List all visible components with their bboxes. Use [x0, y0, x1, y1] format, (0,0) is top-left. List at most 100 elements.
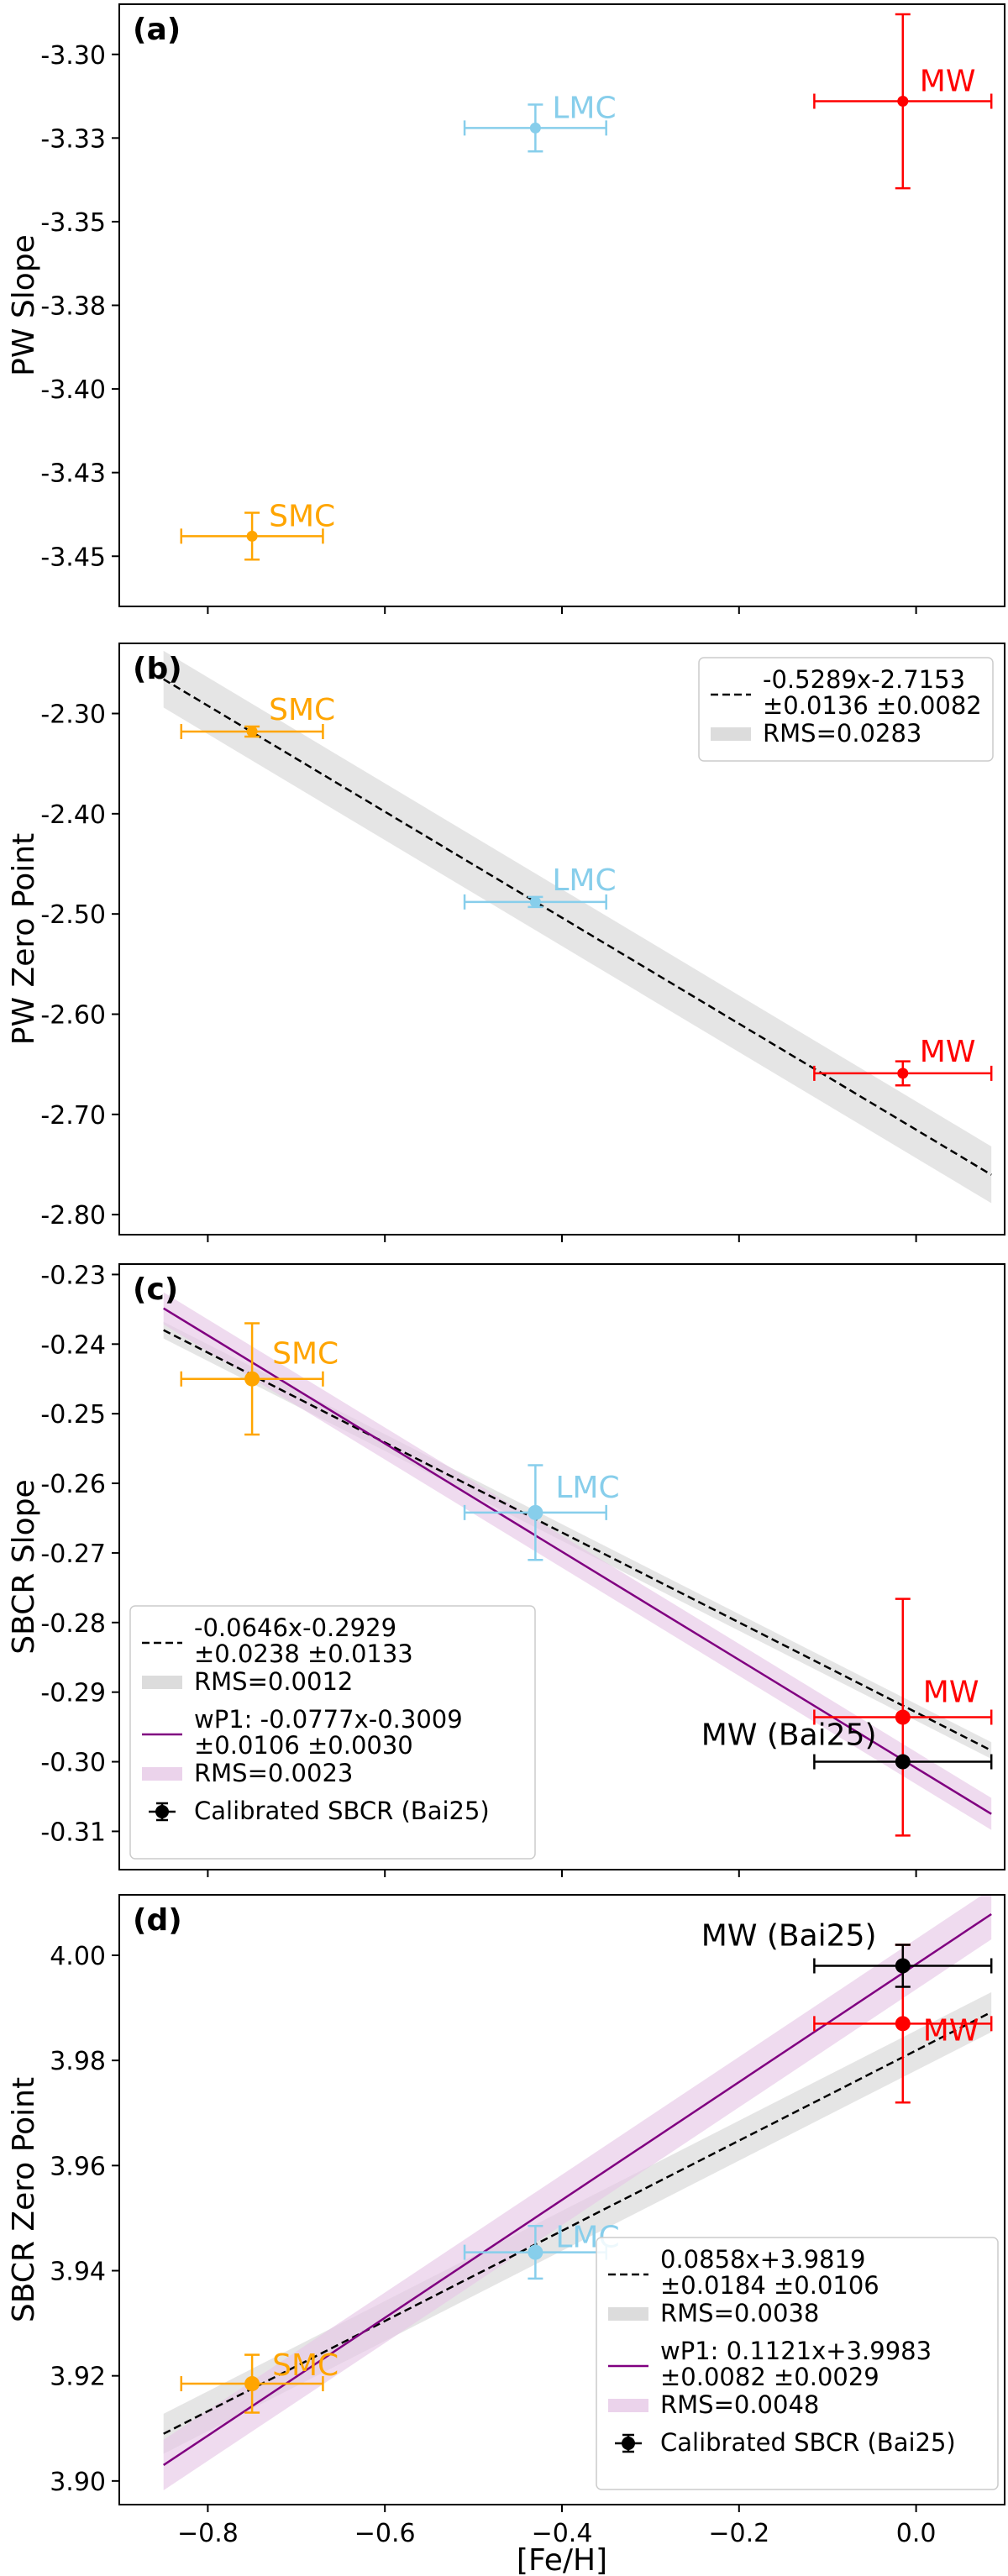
panel-b-label-lmc: LMC: [552, 863, 616, 898]
panel-d-xtick-label: 0.0: [896, 2519, 937, 2548]
panel-d-legend-fit-err: ±0.0082 ±0.0029: [660, 2363, 879, 2391]
panel-c-point-smc: [180, 1322, 324, 1436]
panel-c-legend-fit-text: wP1: -0.0777x-0.3009: [194, 1705, 463, 1734]
panel-a-plot-area: [180, 13, 993, 561]
panel-c-legend-rms-text: RMS=0.0012: [194, 1667, 353, 1696]
panel-a-point-smc: [180, 512, 324, 561]
panel-a-label-lmc: LMC: [552, 91, 616, 125]
panel-d-label-smc: SMC: [272, 2348, 339, 2383]
panel-a-point-lmc: [463, 103, 607, 153]
panel-d-ylabel: SBCR Zero Point: [7, 2077, 41, 2322]
panel-c-ytick-label: -0.25: [40, 1400, 106, 1430]
panel-d-rms-band-1: [163, 1895, 992, 2491]
panel-c-letter: (c): [133, 1272, 178, 1307]
panel-a-label-mw: MW: [920, 65, 976, 99]
panel-b-ylabel: PW Zero Point: [7, 833, 41, 1045]
panel-b-point-smc: [180, 724, 324, 740]
panel-a-ytick-label: -3.35: [40, 208, 106, 238]
panel-b-label-smc: SMC: [269, 693, 335, 727]
panel-c: SMC LMC MW MW (Bai25) -0.23 -0.24 -0.25 -0.26 -0…: [7, 1261, 1005, 1877]
panel-d-wp1-fit-line: [163, 1912, 992, 2467]
panel-c-legend-fit-text: -0.0646x-0.2929: [194, 1613, 396, 1642]
panel-d-xtick-label: −0.2: [708, 2519, 769, 2548]
panel-d-ytick-label: 3.96: [50, 2152, 106, 2181]
panel-c-ytick-label: -0.31: [40, 1818, 106, 1847]
panel-b-letter: (b): [133, 652, 182, 686]
panel-b-legend-fit-text: -0.5289x-2.7153: [763, 665, 965, 694]
panel-b-fit-line: [163, 678, 992, 1176]
panel-b-plot-area: [163, 650, 993, 1204]
panel-d-xtick-label: −0.4: [532, 2519, 593, 2548]
panel-c-ytick-label: -0.28: [40, 1609, 106, 1639]
panel-d-plot-area: [163, 1895, 993, 2491]
panel-c-legend-fit-err: ±0.0238 ±0.0133: [194, 1640, 413, 1668]
panel-c-fit-line: [163, 1329, 992, 1752]
panel-a-point-mw: [813, 13, 993, 190]
panel-c-label-mw-bai25: MW (Bai25): [701, 1718, 877, 1753]
panel-b-legend-rms-text: RMS=0.0283: [763, 719, 921, 748]
panel-b-ytick-label: -2.50: [40, 900, 106, 930]
panel-d-legend-calibrated-text: Calibrated SBCR (Bai25): [660, 2428, 956, 2457]
panel-d-label-mw: MW: [923, 2013, 979, 2048]
panel-a-ylabel: PW Slope: [7, 234, 41, 376]
panel-d-point-mw-bai25: [813, 1944, 993, 1988]
panel-c-point-lmc: [463, 1464, 607, 1561]
panel-b: SMC LMC MW -2.30 -2.40 -2.50 -2.60 -2.70 -2.80 PW…: [7, 643, 1005, 1242]
panel-c-wp1-fit-line: [163, 1307, 992, 1815]
panel-d-ytick-label: 4.00: [50, 1942, 106, 1971]
panel-d-point-lmc: [463, 2225, 607, 2280]
panel-d-label-mw-bai25: MW (Bai25): [701, 1918, 877, 1953]
panel-a-letter: (a): [133, 13, 181, 47]
panel-b-ytick-label: -2.40: [40, 800, 106, 830]
panel-a-ytick-label: -3.38: [40, 292, 106, 322]
panel-d-legend-fit-text: wP1: 0.1121x+3.9983: [660, 2337, 932, 2365]
panel-d-legend-fit-text: 0.0858x+3.9819: [660, 2245, 865, 2274]
panel-b-ytick-label: -2.30: [40, 700, 106, 730]
panel-c-plot-area: [163, 1292, 993, 1837]
panel-c-ytick-label: -0.30: [40, 1749, 106, 1778]
panel-b-point-mw: [813, 1060, 993, 1087]
panel-a-ytick-label: -3.40: [40, 375, 106, 405]
panel-c-ytick-label: -0.29: [40, 1679, 106, 1708]
panel-b-point-lmc: [463, 894, 607, 910]
panel-c-point-mw-bai25: [813, 1754, 993, 1770]
panel-d-ytick-label: 3.92: [50, 2363, 106, 2392]
panel-b-ytick-label: -2.60: [40, 1000, 106, 1030]
panel-d-legend-rms-text: RMS=0.0038: [660, 2299, 819, 2327]
panel-c-ylabel: SBCR Slope: [7, 1479, 41, 1654]
panel-a-ytick-label: -3.45: [40, 543, 106, 572]
panel-b-label-mw: MW: [920, 1035, 976, 1069]
panel-d-ytick-label: 3.90: [50, 2468, 106, 2497]
panel-a-ytick-label: -3.43: [40, 459, 106, 489]
panel-c-legend-fit-err: ±0.0106 ±0.0030: [194, 1731, 413, 1760]
panel-b-ytick-label: -2.80: [40, 1201, 106, 1230]
panel-c-label-mw: MW: [923, 1676, 979, 1710]
panel-d-point-smc: [180, 2353, 324, 2414]
panel-d-ytick-label: 3.94: [50, 2257, 106, 2286]
panel-a-ytick-label: -3.30: [40, 41, 106, 71]
panel-d-fit-line: [163, 2011, 992, 2435]
panel-c-legend-rms-text: RMS=0.0023: [194, 1759, 353, 1787]
panel-a: SMC LMC MW -3.30 -3.33 -3.35 -3.38 -3.40 -3.43 -3…: [7, 3, 1005, 614]
panel-d-letter: (d): [133, 1903, 182, 1938]
x-axis-label: [Fe/H]: [517, 2543, 607, 2576]
panel-d-xtick-label: −0.8: [177, 2519, 239, 2548]
panel-c-label-lmc: LMC: [555, 1471, 619, 1505]
panel-a-ytick-label: -3.33: [40, 124, 106, 154]
panel-d-legend-rms-text: RMS=0.0048: [660, 2390, 819, 2419]
panel-a-label-smc: SMC: [269, 499, 335, 533]
panel-c-ytick-label: -0.24: [40, 1330, 106, 1360]
panel-c-point-mw: [813, 1598, 993, 1837]
panel-c-ytick-label: -0.23: [40, 1261, 106, 1290]
panel-d-ytick-label: 3.98: [50, 2047, 106, 2076]
panel-d-xtick-label: −0.6: [354, 2519, 416, 2548]
panel-b-legend-fit-err: ±0.0136 ±0.0082: [763, 691, 982, 720]
panel-d-legend-fit-err: ±0.0184 ±0.0106: [660, 2271, 879, 2300]
panel-c-legend: -0.0646x-0.2929±0.0238 ±0.0133RMS=0.0012…: [129, 1605, 536, 1860]
panel-c-legend-calibrated-text: Calibrated SBCR (Bai25): [194, 1797, 490, 1825]
panel-c-ytick-label: -0.26: [40, 1470, 106, 1499]
